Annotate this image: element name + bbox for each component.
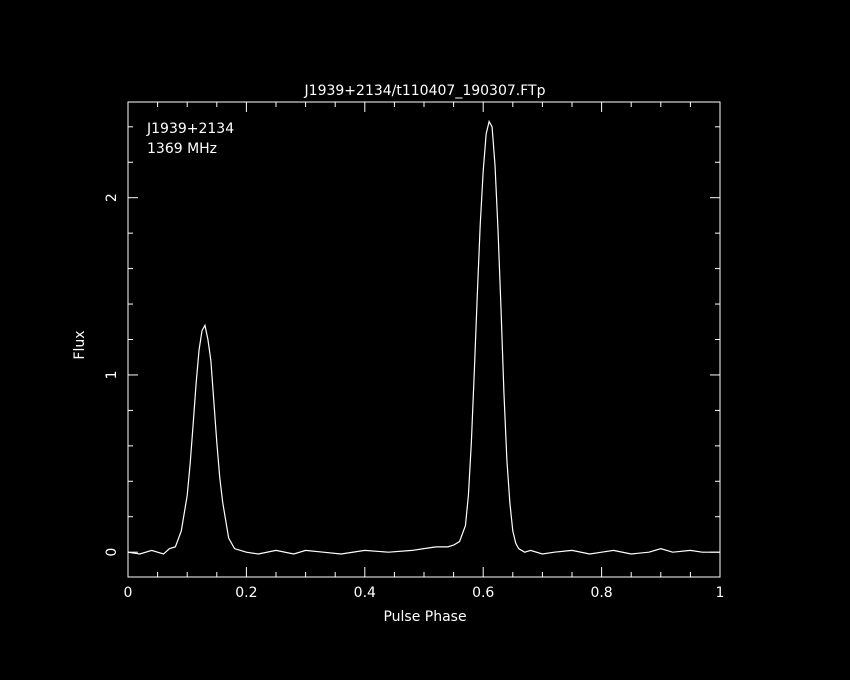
y-tick-label: 2 [104,193,120,202]
axis-ticks [127,102,721,577]
y-tick-label: 1 [104,370,120,379]
frequency-annotation: 1369 MHz [147,141,217,157]
x-tick-label: 0 [124,585,133,601]
x-tick-label: 1 [716,585,725,601]
y-tick-label: 0 [104,548,120,557]
axis-tick-labels: 0 0.2 0.4 0.6 0.8 1 0 1 2 [104,193,724,601]
x-axis-label: Pulse Phase [383,609,466,625]
x-tick-label: 0.4 [354,585,376,601]
chart-title: J1939+2134/t110407_190307.FTp [304,83,546,99]
x-tick-label: 0.2 [235,585,257,601]
x-tick-label: 0.8 [590,585,612,601]
x-tick-label: 0.6 [472,585,494,601]
pulse-profile-line [127,119,720,555]
y-axis-label: Flux [72,330,88,359]
source-name-annotation: J1939+2134 [146,121,234,137]
